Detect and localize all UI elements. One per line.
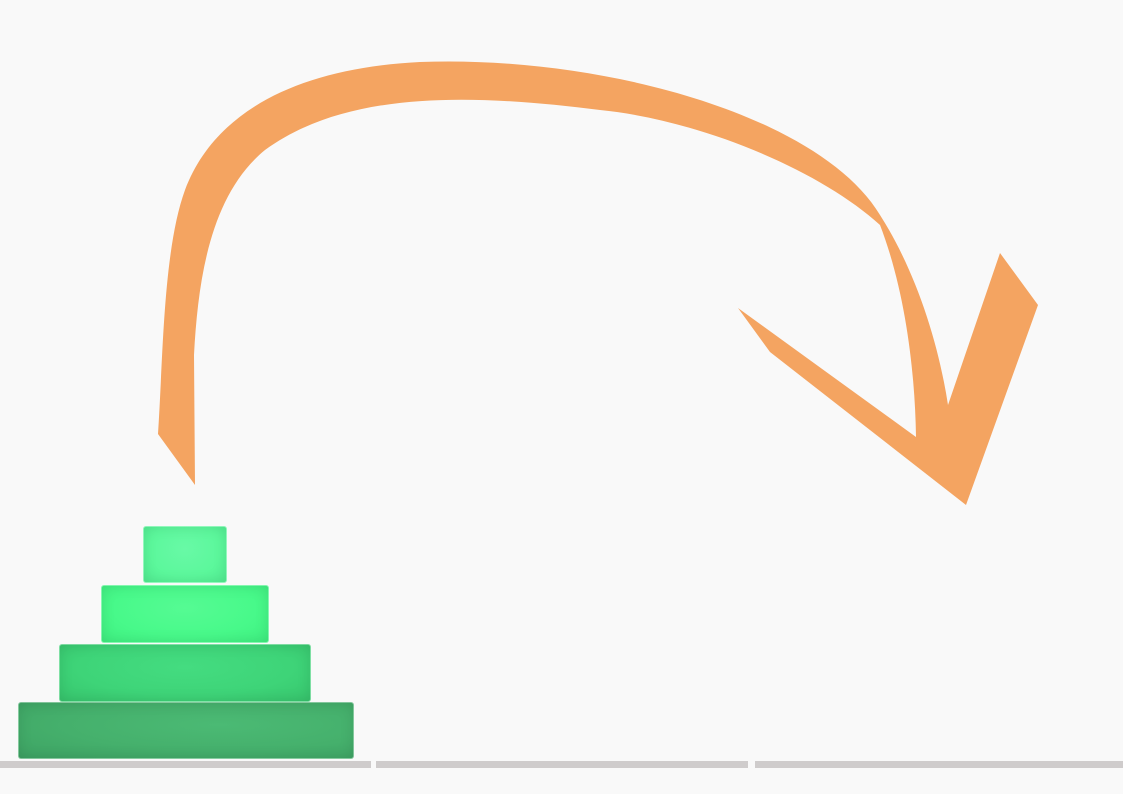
disk-largest[interactable] (18, 702, 354, 759)
disk-large[interactable] (59, 644, 311, 702)
disk-medium[interactable] (101, 585, 269, 643)
peg-2-base[interactable] (376, 761, 748, 768)
arrow-shaft (158, 61, 1038, 506)
peg-1-base[interactable] (0, 761, 371, 768)
peg-3-base[interactable] (755, 761, 1123, 768)
disk-smallest[interactable] (143, 526, 227, 583)
